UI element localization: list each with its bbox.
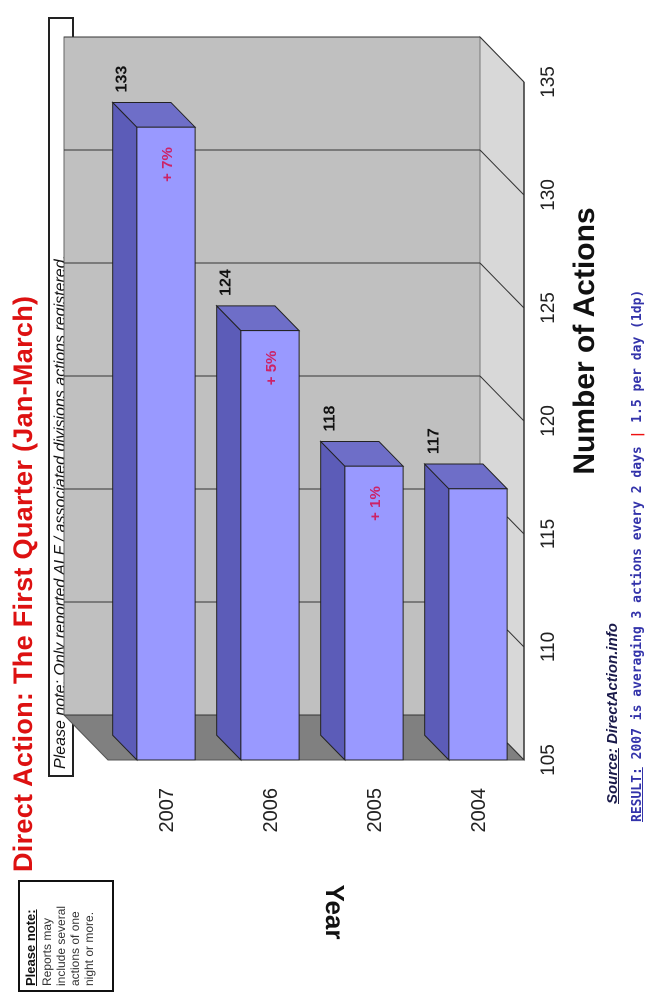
data-label: 118	[322, 406, 339, 432]
x-tick-label: 105	[538, 744, 559, 776]
gridline-depth	[479, 262, 525, 309]
x-tick-label: 110	[538, 632, 559, 662]
change-label: + 7%	[159, 147, 176, 182]
bar	[136, 126, 196, 761]
bar	[240, 330, 300, 761]
y-axis-title: Year	[320, 885, 350, 940]
source-line: Source: DirectAction.info	[604, 623, 621, 804]
y-tick-label: 2006	[260, 788, 282, 833]
bar	[344, 465, 404, 761]
gridline-depth	[479, 375, 525, 422]
change-label: + 1%	[367, 486, 384, 521]
x-axis-title: Number of Actions	[568, 207, 601, 474]
result-text: 2007 is averaging 3 actions every 2 days	[630, 446, 645, 760]
x-tick-label: 135	[538, 66, 559, 98]
source-label: Source:	[604, 748, 621, 804]
result-per-day: 1.5 per day (1dp)	[630, 289, 645, 423]
bar-top-face	[320, 440, 346, 762]
source-text: DirectAction.info	[604, 623, 621, 744]
data-label: 117	[426, 428, 443, 454]
x-tick-label: 115	[538, 519, 559, 549]
gridline-depth	[479, 36, 525, 83]
y-tick-label: 2005	[364, 788, 386, 833]
result-line: RESULT: 2007 is averaging 3 actions ever…	[630, 290, 645, 822]
x-tick-label: 130	[538, 179, 559, 211]
bar-top-face	[424, 462, 450, 762]
gridline-depth	[479, 149, 525, 196]
bar-top-face	[112, 101, 138, 762]
change-label: + 5%	[263, 351, 280, 386]
y-tick-label: 2007	[156, 788, 178, 833]
bar	[448, 488, 508, 761]
data-label: 124	[218, 269, 235, 296]
y-tick-label: 2004	[468, 788, 490, 833]
x-tick-label: 125	[538, 292, 559, 324]
x-tick-label: 120	[538, 405, 559, 437]
data-label: 133	[114, 66, 131, 93]
result-separator: |	[630, 430, 645, 439]
bar-top-face	[216, 304, 242, 762]
result-label: RESULT:	[630, 767, 645, 822]
